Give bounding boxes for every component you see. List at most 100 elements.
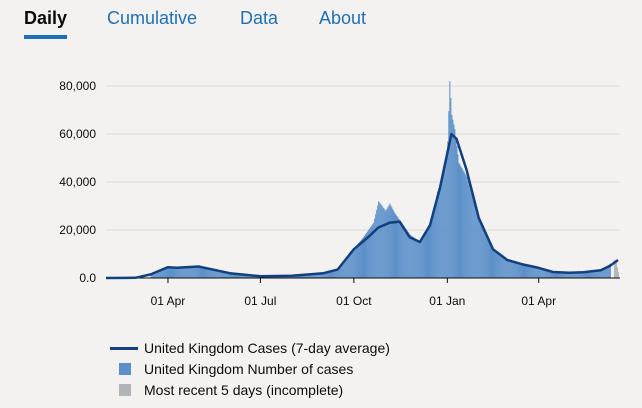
case-bar bbox=[499, 253, 501, 278]
case-bar bbox=[161, 268, 163, 278]
case-bar bbox=[190, 266, 192, 278]
y-tick-label: 0.0 bbox=[79, 271, 96, 285]
case-bar bbox=[391, 207, 393, 278]
tab-data[interactable]: Data bbox=[240, 8, 279, 28]
case-bar bbox=[383, 208, 385, 278]
case-bar bbox=[471, 195, 473, 278]
case-bar bbox=[536, 266, 538, 278]
tab-cumulative[interactable]: Cumulative bbox=[107, 8, 198, 28]
case-bar bbox=[460, 166, 462, 278]
case-bar bbox=[432, 215, 434, 278]
case-bar bbox=[177, 267, 179, 278]
case-bar bbox=[560, 271, 562, 278]
cases-chart: 0.0 20,000 40,000 60,000 80,000 01 Apr 01 Jul 0… bbox=[59, 79, 620, 308]
incomplete-bar bbox=[614, 261, 616, 278]
case-bar bbox=[246, 274, 248, 278]
case-bar bbox=[342, 262, 344, 278]
case-bar bbox=[546, 269, 548, 278]
case-bar bbox=[582, 272, 584, 278]
case-bar bbox=[341, 263, 343, 278]
tab-about[interactable]: About bbox=[319, 8, 367, 28]
case-bar bbox=[575, 272, 577, 278]
case-bar bbox=[414, 238, 416, 278]
case-bar bbox=[395, 214, 397, 278]
case-bar bbox=[535, 266, 537, 278]
case-bar bbox=[363, 237, 364, 278]
active-tab-indicator bbox=[24, 35, 67, 39]
case-bar bbox=[192, 266, 194, 278]
case-bar bbox=[588, 271, 590, 278]
case-bar bbox=[240, 274, 242, 278]
case-bar bbox=[358, 242, 360, 278]
case-bar bbox=[209, 268, 211, 278]
case-bar bbox=[299, 275, 301, 278]
case-bar bbox=[382, 206, 384, 278]
case-bar bbox=[182, 266, 184, 278]
case-bar bbox=[208, 268, 210, 278]
case-bar bbox=[540, 267, 542, 278]
case-bar bbox=[179, 267, 181, 278]
case-bar bbox=[371, 225, 373, 278]
case-bar bbox=[506, 258, 508, 278]
case-bar bbox=[331, 270, 333, 278]
case-bar bbox=[424, 233, 426, 278]
case-bar bbox=[489, 243, 491, 278]
case-bar bbox=[586, 271, 588, 278]
case-bar bbox=[450, 98, 452, 278]
case-bar bbox=[322, 273, 324, 278]
legend-bar-swatch bbox=[119, 363, 131, 375]
case-bar bbox=[464, 173, 466, 278]
case-bar bbox=[198, 266, 200, 278]
case-bar bbox=[524, 265, 526, 278]
tab-daily[interactable]: Daily bbox=[24, 8, 68, 28]
case-bar bbox=[399, 220, 401, 278]
case-bar bbox=[428, 228, 430, 278]
case-bar bbox=[373, 222, 375, 278]
legend-item-average: United Kingdom Cases (7-day average) bbox=[110, 338, 530, 359]
case-bar bbox=[152, 273, 154, 278]
case-bar bbox=[596, 270, 598, 278]
case-bar bbox=[316, 273, 318, 278]
case-bar bbox=[498, 252, 500, 278]
case-bar bbox=[386, 209, 388, 278]
case-bar bbox=[500, 254, 502, 278]
case-bar bbox=[315, 273, 317, 278]
case-bar bbox=[445, 160, 447, 278]
case-bar bbox=[305, 274, 307, 278]
case-bar bbox=[166, 266, 168, 278]
case-bar bbox=[248, 275, 250, 278]
case-bar bbox=[497, 252, 499, 278]
case-bar bbox=[366, 232, 368, 278]
case-bar bbox=[321, 273, 323, 278]
case-bar bbox=[572, 272, 574, 278]
case-bar bbox=[340, 264, 342, 278]
case-bar bbox=[350, 251, 352, 278]
case-bar bbox=[573, 272, 575, 278]
case-bar bbox=[557, 271, 559, 278]
case-bar bbox=[250, 275, 252, 278]
case-bar bbox=[410, 235, 412, 278]
case-bar bbox=[559, 271, 561, 278]
case-bar bbox=[416, 239, 418, 278]
case-bar bbox=[310, 274, 312, 278]
case-bar bbox=[356, 244, 358, 278]
case-bar bbox=[180, 267, 182, 278]
case-bar bbox=[566, 272, 568, 278]
case-bar bbox=[440, 182, 442, 278]
case-bar bbox=[324, 272, 326, 278]
case-bar bbox=[433, 210, 435, 278]
case-bar bbox=[533, 266, 535, 278]
case-bar bbox=[175, 266, 177, 278]
case-bar bbox=[328, 271, 330, 278]
case-bar bbox=[472, 198, 474, 278]
case-bar bbox=[603, 267, 605, 278]
case-bar bbox=[604, 266, 606, 278]
case-bar bbox=[394, 213, 396, 278]
case-bar bbox=[526, 265, 528, 278]
case-bar bbox=[376, 209, 378, 278]
incomplete-bar bbox=[617, 272, 619, 278]
case-bar bbox=[217, 270, 219, 278]
case-bar bbox=[517, 263, 519, 278]
case-bar bbox=[385, 210, 387, 278]
y-tick-label: 20,000 bbox=[59, 223, 96, 237]
